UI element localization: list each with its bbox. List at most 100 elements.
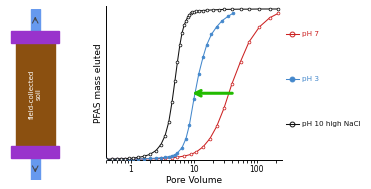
pH 10 high NaCl bbox=[182, 24, 186, 26]
pH 10 high NaCl bbox=[186, 16, 190, 18]
pH 3 bbox=[201, 56, 205, 58]
pH 10 high NaCl bbox=[267, 8, 272, 10]
pH 7 bbox=[148, 158, 152, 160]
pH 3 bbox=[173, 154, 177, 156]
pH 10 high NaCl bbox=[247, 8, 251, 10]
pH 7 bbox=[222, 107, 226, 109]
pH 10 high NaCl bbox=[170, 101, 174, 103]
pH 10 high NaCl bbox=[173, 80, 177, 82]
pH 3 bbox=[180, 146, 184, 149]
pH 3 bbox=[109, 158, 114, 160]
pH 10 high NaCl bbox=[204, 9, 209, 11]
pH 10 high NaCl bbox=[190, 11, 195, 14]
pH 3 bbox=[170, 155, 174, 157]
pH 10 high NaCl bbox=[276, 8, 281, 10]
pH 7 bbox=[189, 153, 193, 156]
pH 7 bbox=[122, 158, 127, 160]
pH 10 high NaCl bbox=[201, 9, 205, 12]
pH 7 bbox=[214, 125, 219, 128]
pH 7 bbox=[115, 158, 119, 160]
pH 10 high NaCl bbox=[211, 9, 215, 11]
pH 10 high NaCl bbox=[141, 155, 146, 157]
pH 3 bbox=[122, 158, 127, 160]
pH 3 bbox=[148, 157, 152, 160]
pH 10 high NaCl bbox=[167, 121, 171, 123]
pH 10 high NaCl bbox=[191, 11, 196, 13]
pH 3 bbox=[154, 157, 158, 159]
pH 7 bbox=[257, 26, 262, 28]
pH 7 bbox=[247, 41, 251, 43]
Text: field-collected
soil: field-collected soil bbox=[29, 70, 42, 119]
pH 10 high NaCl bbox=[257, 8, 262, 10]
Bar bbox=[11, 31, 59, 43]
pH 7 bbox=[194, 151, 199, 153]
pH 3 bbox=[136, 158, 140, 160]
pH 10 high NaCl bbox=[187, 14, 192, 16]
pH 10 high NaCl bbox=[154, 149, 158, 152]
pH 7 bbox=[104, 158, 108, 160]
pH 3 bbox=[197, 73, 201, 75]
pH 7 bbox=[201, 146, 205, 148]
pH 10 high NaCl bbox=[178, 44, 182, 46]
pH 10 high NaCl bbox=[148, 153, 152, 156]
pH 7 bbox=[141, 158, 146, 160]
pH 7 bbox=[109, 158, 114, 160]
pH 3 bbox=[159, 157, 163, 159]
pH 3 bbox=[191, 98, 196, 100]
pH 10 high NaCl bbox=[222, 8, 226, 11]
Bar bbox=[16, 38, 55, 151]
pH 3 bbox=[187, 124, 192, 126]
pH 7 bbox=[154, 157, 158, 160]
pH 3 bbox=[115, 158, 119, 160]
pH 7 bbox=[182, 155, 186, 157]
pH 3 bbox=[204, 44, 209, 46]
pH 10 high NaCl bbox=[184, 20, 188, 22]
pH 10 high NaCl bbox=[194, 10, 199, 12]
pH 7 bbox=[131, 158, 136, 160]
pH 10 high NaCl bbox=[119, 158, 123, 160]
X-axis label: Pore Volume: Pore Volume bbox=[166, 176, 222, 185]
pH 3 bbox=[175, 152, 180, 154]
pH 7 bbox=[127, 158, 132, 160]
pH 10 high NaCl bbox=[109, 158, 114, 160]
pH 3 bbox=[214, 26, 219, 28]
pH 10 high NaCl bbox=[238, 8, 243, 10]
pH 7 bbox=[136, 158, 140, 160]
pH 3 bbox=[220, 20, 224, 22]
pH 7 bbox=[119, 158, 123, 160]
pH 10 high NaCl bbox=[175, 60, 180, 63]
pH 10 high NaCl bbox=[163, 134, 167, 137]
Line: pH 3: pH 3 bbox=[104, 12, 234, 161]
pH 7 bbox=[170, 157, 174, 159]
pH 10 high NaCl bbox=[122, 157, 127, 160]
pH 3 bbox=[209, 33, 214, 36]
pH 3 bbox=[127, 158, 132, 160]
Y-axis label: PFAS mass eluted: PFAS mass eluted bbox=[94, 43, 103, 122]
pH 10 high NaCl bbox=[159, 143, 163, 146]
pH 3 bbox=[231, 12, 235, 14]
pH 3 bbox=[141, 158, 146, 160]
pH 10 high NaCl bbox=[127, 157, 132, 160]
Text: pH 7: pH 7 bbox=[302, 31, 319, 37]
pH 10 high NaCl bbox=[217, 9, 221, 11]
pH 7 bbox=[238, 60, 243, 63]
pH 10 high NaCl bbox=[136, 156, 140, 159]
pH 10 high NaCl bbox=[180, 32, 184, 34]
pH 10 high NaCl bbox=[189, 12, 193, 14]
pH 3 bbox=[163, 156, 167, 158]
pH 3 bbox=[167, 156, 171, 158]
pH 7 bbox=[175, 156, 180, 158]
pH 3 bbox=[131, 158, 136, 160]
pH 10 high NaCl bbox=[115, 158, 119, 160]
pH 7 bbox=[159, 157, 163, 160]
Text: pH 10 high NaCl: pH 10 high NaCl bbox=[302, 121, 361, 126]
Bar bbox=[11, 146, 59, 158]
Line: pH 7: pH 7 bbox=[104, 12, 280, 161]
pH 3 bbox=[226, 15, 230, 17]
pH 3 bbox=[104, 158, 108, 160]
pH 3 bbox=[119, 158, 123, 160]
pH 10 high NaCl bbox=[197, 10, 201, 12]
Line: pH 10 high NaCl: pH 10 high NaCl bbox=[104, 8, 280, 161]
pH 7 bbox=[267, 17, 272, 19]
pH 7 bbox=[230, 83, 234, 85]
